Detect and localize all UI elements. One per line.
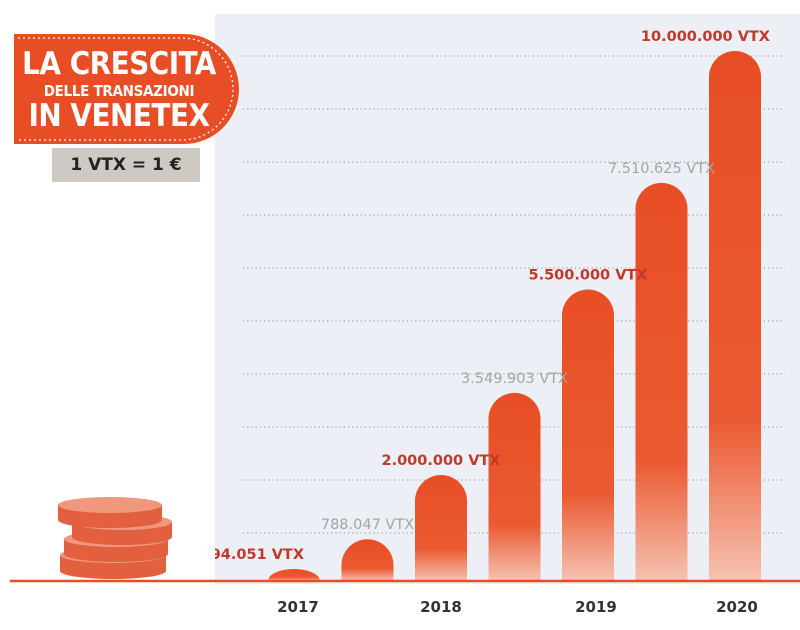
- bar-label-1: 194.051 VTX: [215, 547, 304, 563]
- title-line-3: IN VENETEX: [28, 98, 210, 134]
- bar-5: [562, 289, 614, 581]
- bar-label-5: 5.500.000 VTX: [529, 268, 648, 284]
- bar-label-3: 2.000.000 VTX: [382, 453, 501, 469]
- bar-label-6: 7.510.625 VTX: [608, 161, 715, 177]
- bar-2: [341, 539, 394, 581]
- bar-label-7: 10.000.000 VTX: [641, 29, 770, 45]
- bar-label-2: 788.047 VTX: [321, 517, 414, 533]
- bar-1: [268, 569, 320, 581]
- bar-label-4: 3.549.903 VTX: [461, 371, 568, 387]
- exchange-rate-box: 1 VTX = 1 €: [52, 148, 200, 182]
- bar-4: [488, 392, 541, 581]
- bar-labels: 194.051 VTX 788.047 VTX 2.000.000 VTX 3.549…: [215, 29, 770, 563]
- bar-3: [415, 475, 467, 581]
- coin-4: [58, 497, 162, 528]
- exchange-rate-text: 1 VTX = 1 €: [70, 155, 182, 175]
- title-line-2: DELLE TRANSAZIONI: [43, 82, 195, 100]
- coin-stack-icon: [58, 497, 172, 579]
- title-badge: LA CRESCITA DELLE TRANSAZIONI IN VENETEX: [14, 34, 242, 144]
- bar-7: [709, 51, 761, 581]
- bar-chart: 194.051 VTX 788.047 VTX 2.000.000 VTX 3.549…: [215, 29, 785, 581]
- title-line-1: LA CRESCITA: [22, 46, 216, 82]
- chart-panel: 194.051 VTX 788.047 VTX 2.000.000 VTX 3.549…: [215, 14, 800, 584]
- badge-shape: [14, 34, 239, 144]
- bars: [268, 51, 761, 581]
- bar-6: [635, 182, 688, 581]
